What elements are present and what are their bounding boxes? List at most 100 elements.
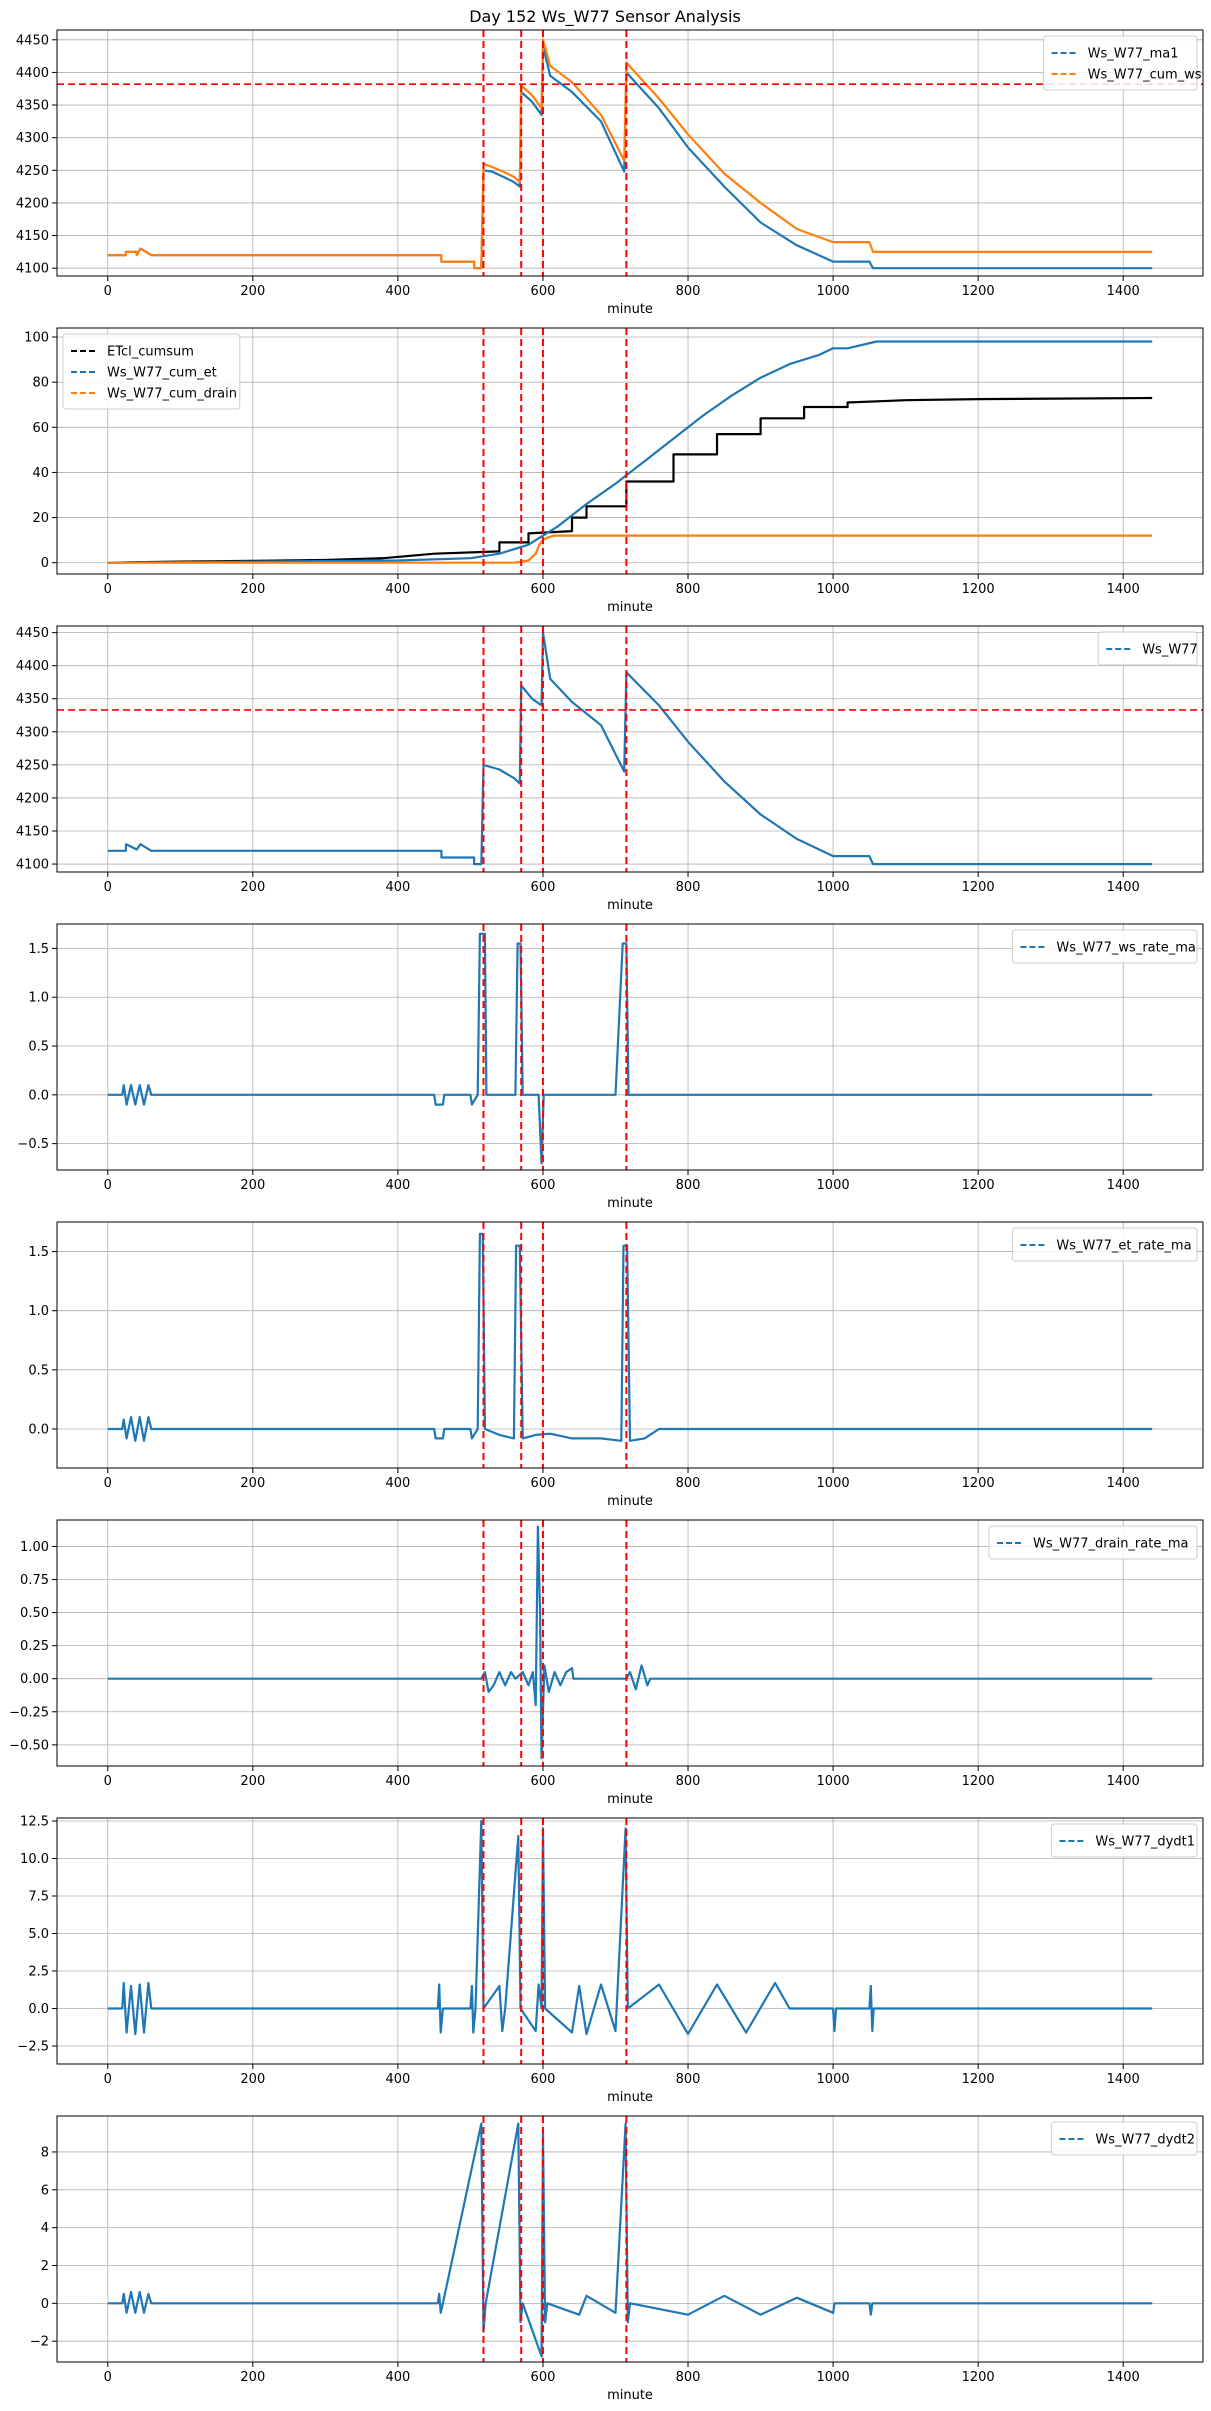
figure-title: Day 152 Ws_W77 Sensor Analysis [469, 7, 741, 27]
y-tick-label: 0.0 [28, 2002, 49, 2017]
y-tick-label: 0.50 [20, 1606, 49, 1621]
y-tick-label: 4400 [16, 66, 49, 81]
legend-label: Ws_W77 [1142, 643, 1198, 658]
x-tick-label: 1200 [962, 284, 995, 299]
y-tick-label: 0.5 [28, 1040, 49, 1055]
x-tick-label: 1000 [817, 1178, 850, 1193]
x-tick-label: 200 [240, 2370, 265, 2385]
x-tick-label: 800 [676, 2072, 701, 2087]
x-axis-label: minute [607, 1792, 653, 1807]
y-tick-label: 4350 [16, 99, 49, 114]
y-tick-label: 80 [32, 376, 49, 391]
subplot-5: 0 200 400 600 800 1000 1200 1400 0.0 0.5 1.0 1.5 min… [28, 1221, 1204, 1509]
legend: Ws_W77_drain_rate_ma [988, 1525, 1198, 1560]
axes-frame [56, 1221, 1204, 1469]
x-tick-label: 800 [676, 284, 701, 299]
y-tick-label: 60 [32, 421, 49, 436]
axes-frame [56, 29, 1204, 277]
x-tick-label: 0 [104, 2370, 112, 2385]
y-tick-label: 0.0 [28, 1088, 49, 1103]
x-tick-label: 200 [240, 1178, 265, 1193]
y-tick-label: 4150 [16, 229, 49, 244]
x-tick-label: 1000 [817, 284, 850, 299]
x-tick-label: 1200 [962, 1476, 995, 1491]
x-axis-label: minute [607, 2388, 653, 2403]
x-tick-label: 400 [385, 582, 410, 597]
x-tick-label: 800 [676, 582, 701, 597]
axes-frame [56, 923, 1204, 1171]
x-tick-label: 200 [240, 1774, 265, 1789]
legend-box [1011, 1227, 1198, 1262]
legend: Ws_W77_dydt1 [1050, 1823, 1198, 1858]
plot-area [107, 924, 1153, 1170]
series-line-ws-w77-cum-et [107, 340, 1153, 564]
subplot-8: 0 200 400 600 800 1000 1200 1400 −2 0 2 4 6 8 minute Ws… [30, 2115, 1204, 2403]
legend: Ws_W77_ws_rate_ma [1011, 929, 1198, 964]
plot-area [57, 30, 1203, 276]
x-tick-label: 0 [104, 2072, 112, 2087]
y-tick-label: 1.5 [28, 1245, 49, 1260]
subplot-3: 0 200 400 600 800 1000 1200 1400 4100 4150 4200 425… [16, 625, 1204, 913]
x-axis-label: minute [607, 1196, 653, 1211]
x-tick-label: 400 [385, 880, 410, 895]
subplot-1: 0 200 400 600 800 1000 1200 1400 4100 4150 4200 425… [16, 29, 1204, 317]
x-tick-label: 200 [240, 284, 265, 299]
legend-label: Ws_W77_ma1 [1088, 47, 1179, 62]
legend-box [1097, 631, 1198, 666]
legend-box [1011, 929, 1198, 964]
legend-label: Ws_W77_ws_rate_ma [1056, 941, 1195, 956]
x-tick-label: 1200 [962, 2370, 995, 2385]
y-tick-label: 0.25 [20, 1639, 49, 1654]
x-tick-label: 200 [240, 880, 265, 895]
y-tick-label: 100 [24, 331, 49, 346]
x-tick-label: 1200 [962, 1774, 995, 1789]
y-tick-label: 4200 [16, 196, 49, 211]
y-tick-label: −0.25 [9, 1705, 49, 1720]
x-tick-label: 1000 [817, 582, 850, 597]
legend-label: Ws_W77_cum_drain [107, 387, 237, 402]
x-tick-label: 0 [104, 1774, 112, 1789]
y-tick-label: −0.5 [17, 1137, 49, 1152]
y-tick-label: 4450 [16, 33, 49, 48]
y-tick-label: 10.0 [20, 1852, 49, 1867]
x-tick-label: 1000 [817, 2072, 850, 2087]
y-tick-label: 7.5 [28, 1890, 49, 1905]
x-tick-label: 200 [240, 2072, 265, 2087]
x-tick-label: 400 [385, 2370, 410, 2385]
x-tick-label: 1200 [962, 880, 995, 895]
legend: Ws_W77_et_rate_ma [1011, 1227, 1198, 1262]
x-tick-label: 600 [531, 284, 556, 299]
series-line-ws-w77 [107, 631, 1153, 866]
x-tick-label: 0 [104, 582, 112, 597]
legend-label: Ws_W77_cum_et [107, 366, 217, 381]
x-tick-label: 1400 [1107, 582, 1140, 597]
y-tick-label: 5.0 [28, 1927, 49, 1942]
plot-area [107, 1222, 1153, 1468]
x-axis-label: minute [607, 600, 653, 615]
x-tick-label: 1000 [817, 1774, 850, 1789]
x-tick-label: 1200 [962, 582, 995, 597]
x-tick-label: 0 [104, 880, 112, 895]
x-tick-label: 400 [385, 2072, 410, 2087]
y-tick-label: 4100 [16, 262, 49, 277]
x-tick-label: 0 [104, 1476, 112, 1491]
plot-area [107, 2116, 1153, 2362]
legend: Ws_W77_dydt2 [1050, 2121, 1198, 2156]
x-tick-label: 600 [531, 1178, 556, 1193]
y-tick-label: 1.5 [28, 942, 49, 957]
y-tick-label: 4300 [16, 131, 49, 146]
x-axis-label: minute [607, 1494, 653, 1509]
y-tick-label: 20 [32, 511, 49, 526]
x-tick-label: 600 [531, 1774, 556, 1789]
x-tick-label: 200 [240, 582, 265, 597]
y-tick-label: 4450 [16, 626, 49, 641]
plot-area [107, 328, 1153, 574]
y-tick-label: 4200 [16, 791, 49, 806]
x-tick-label: 1000 [817, 2370, 850, 2385]
axes-frame [56, 1519, 1204, 1767]
x-tick-label: 1400 [1107, 1774, 1140, 1789]
y-tick-label: 4 [41, 2221, 49, 2236]
x-tick-label: 1400 [1107, 2072, 1140, 2087]
x-tick-label: 400 [385, 1178, 410, 1193]
y-tick-label: −2.5 [17, 2040, 49, 2055]
